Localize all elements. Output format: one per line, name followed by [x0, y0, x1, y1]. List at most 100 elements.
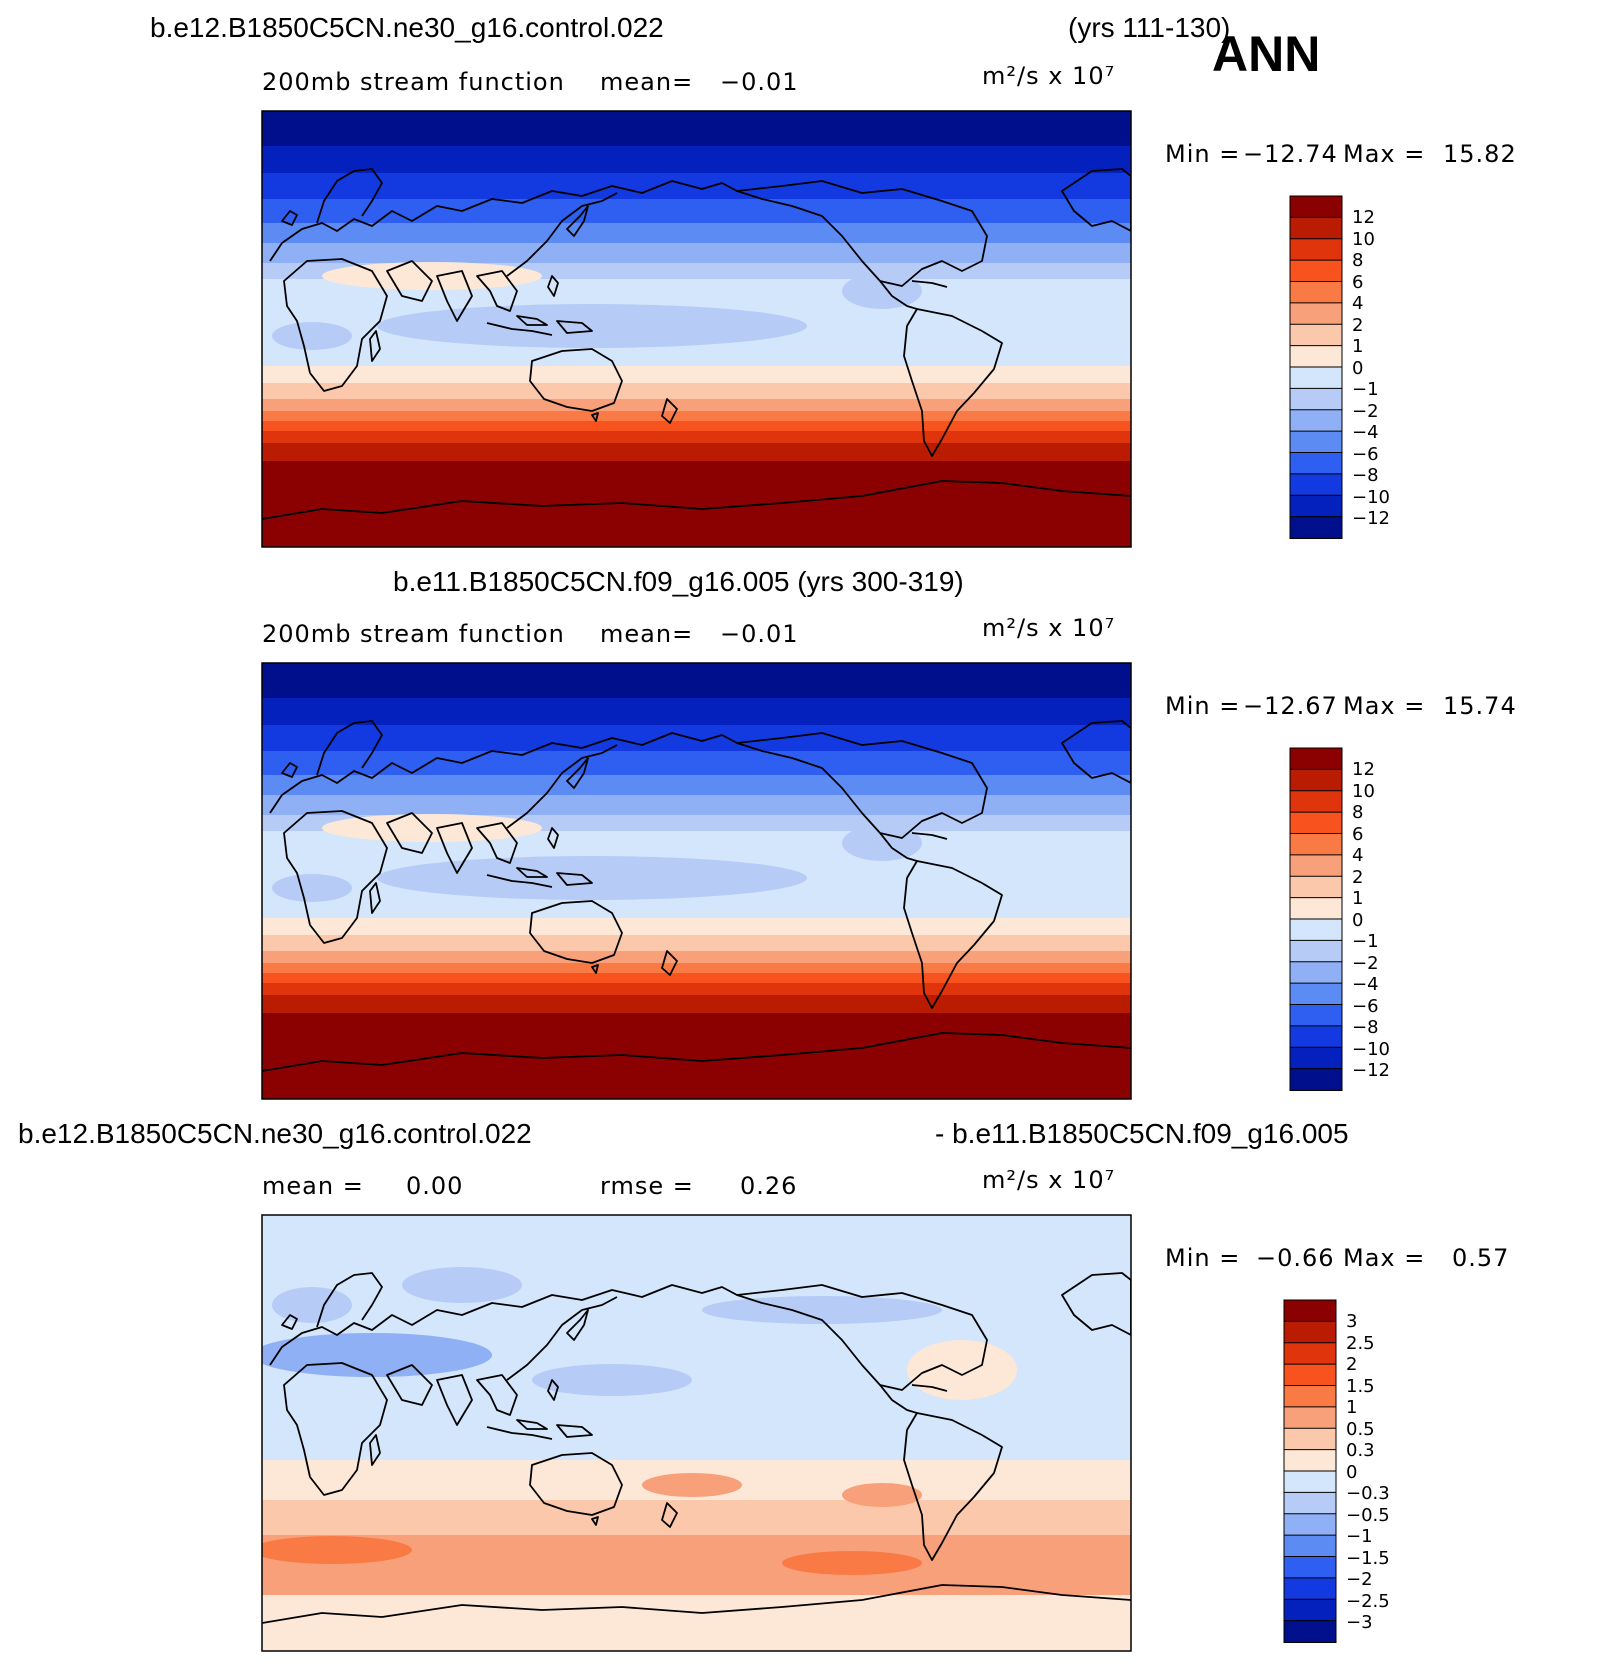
- panel2-frame: [261, 662, 1132, 1100]
- panel1-map: [262, 111, 1131, 547]
- contour-band: [262, 973, 1131, 984]
- contour-band: [262, 223, 1131, 244]
- contour-band: [262, 443, 1131, 462]
- contour-band: [262, 199, 1131, 224]
- contour-blob: [532, 1364, 692, 1396]
- colorbar-swatch: [1283, 1299, 1337, 1323]
- colorbar-tick-label: −0.5: [1346, 1504, 1390, 1526]
- colorbar-tick-label: −6: [1352, 995, 1379, 1017]
- panel2-colorbar-labels: 12 10 8 6 4 2 1 0 −1 −2 −4 −6 −8 −10 −12: [1352, 759, 1390, 1082]
- colorbar-swatch: [1283, 1406, 1337, 1430]
- colorbar-tick-label: −4: [1352, 422, 1379, 444]
- panel3-units: m²/s x 10⁷: [982, 1166, 1116, 1194]
- contour-band: [262, 399, 1131, 412]
- contour-band: [262, 935, 1131, 952]
- colorbar-tick-label: 2: [1346, 1354, 1358, 1376]
- panel3-max-label: Max =: [1343, 1244, 1426, 1272]
- panel2-max-value: 15.74: [1443, 692, 1517, 720]
- colorbar-tick-label: −8: [1352, 465, 1379, 487]
- panel3-min-label: Min =: [1165, 1244, 1241, 1272]
- colorbar-swatch: [1283, 1513, 1337, 1537]
- contour-band: [262, 173, 1131, 200]
- panel1-units: m²/s x 10⁷: [982, 62, 1116, 90]
- panel3-case-name: b.e12.B1850C5CN.ne30_g16.control.022: [18, 1118, 532, 1149]
- colorbar-tick-label: 8: [1352, 250, 1364, 272]
- contour-band: [262, 366, 1131, 384]
- colorbar-swatch: [1289, 216, 1343, 240]
- colorbar-swatch: [1283, 1534, 1337, 1558]
- colorbar-swatch: [1289, 982, 1343, 1006]
- colorbar-swatch: [1289, 790, 1343, 814]
- colorbar-swatch: [1283, 1427, 1337, 1451]
- panel2-mean-label: mean=: [600, 620, 694, 648]
- panel3-rmse-value: 0.26: [740, 1172, 798, 1200]
- contour-band: [262, 951, 1131, 964]
- contour-band: [262, 698, 1131, 726]
- colorbar-swatch: [1289, 854, 1343, 878]
- colorbar-tick-label: 1: [1352, 336, 1364, 358]
- colorbar-swatch: [1289, 875, 1343, 899]
- panel1-case-name: b.e12.B1850C5CN.ne30_g16.control.022: [150, 12, 664, 43]
- contour-blob: [842, 825, 922, 861]
- colorbar-tick-label: 2.5: [1346, 1332, 1375, 1354]
- colorbar-swatch: [1289, 195, 1343, 219]
- panel2-min-value: −12.67: [1243, 692, 1338, 720]
- colorbar-tick-label: −2: [1352, 400, 1379, 422]
- colorbar-tick-label: 8: [1352, 802, 1364, 824]
- colorbar-tick-label: 1: [1346, 1397, 1358, 1419]
- colorbars: [1283, 195, 1343, 1643]
- contour-band: [262, 421, 1131, 432]
- colorbar-swatch: [1289, 473, 1343, 497]
- colorbar-tick-label: −1: [1352, 931, 1379, 953]
- colorbar-tick-label: −1.5: [1346, 1547, 1390, 1569]
- colorbar-tick-label: −4: [1352, 974, 1379, 996]
- colorbar-swatch: [1289, 833, 1343, 856]
- contour-blob: [322, 814, 542, 842]
- panel3-min-value: −0.66: [1256, 1244, 1335, 1272]
- panel2-case-name: b.e11.B1850C5CN.f09_g16.005 (yrs 300-319…: [393, 566, 964, 597]
- contour-blob: [782, 1551, 922, 1575]
- contour-band: [262, 243, 1131, 264]
- contour-band: [262, 1595, 1131, 1651]
- panel1-mean-value: −0.01: [720, 68, 799, 96]
- colorbar-swatch: [1289, 409, 1343, 433]
- contour-blob: [377, 304, 807, 348]
- colorbar-tick-label: 6: [1352, 271, 1364, 293]
- panel3-map: [262, 1215, 1131, 1651]
- colorbar-swatch: [1289, 494, 1343, 518]
- colorbar-tick-label: 10: [1352, 780, 1375, 802]
- panel2-units: m²/s x 10⁷: [982, 614, 1116, 642]
- contour-blob: [262, 1333, 492, 1377]
- panel3-colorbar-labels: 3 2.5 2 1.5 1 0.5 0.3 0 −0.3 −0.5 −1 −1.5 −2 −2.5 −3: [1346, 1311, 1390, 1634]
- colorbar-swatch: [1283, 1363, 1337, 1387]
- colorbar-tick-label: −2: [1346, 1569, 1373, 1591]
- panel1-min-value: −12.74: [1243, 140, 1338, 168]
- contour-band: [262, 725, 1131, 752]
- colorbar-swatch: [1289, 452, 1343, 475]
- colorbar-swatch: [1283, 1385, 1337, 1408]
- contour-blob: [272, 1287, 352, 1323]
- panel2-min-label: Min =: [1165, 692, 1241, 720]
- contour-band: [262, 111, 1131, 147]
- colorbar-swatch: [1289, 768, 1343, 792]
- contour-band: [262, 411, 1131, 422]
- colorbar-swatch: [1283, 1620, 1337, 1643]
- colorbar-swatch: [1289, 345, 1343, 368]
- colorbar-tick-label: −10: [1352, 1038, 1390, 1060]
- panel3-mean-value: 0.00: [406, 1172, 464, 1200]
- colorbar-tick-label: 4: [1352, 845, 1364, 867]
- colorbar-swatch: [1289, 811, 1343, 835]
- colorbar-tick-label: −8: [1352, 1017, 1379, 1039]
- colorbar-tick-label: −2: [1352, 952, 1379, 974]
- colorbar-tick-label: −1: [1352, 379, 1379, 401]
- colorbar-swatch: [1289, 516, 1343, 539]
- colorbar-swatch: [1289, 430, 1343, 454]
- panel1-frame: [261, 110, 1132, 548]
- panel1-max-value: 15.82: [1443, 140, 1517, 168]
- colorbar-tick-label: 2: [1352, 866, 1364, 888]
- colorbar-tick-label: 6: [1352, 823, 1364, 845]
- contour-band: [262, 146, 1131, 174]
- colorbar-swatch: [1289, 387, 1343, 411]
- colorbar-swatch: [1289, 1068, 1343, 1091]
- colorbar-swatch: [1289, 897, 1343, 920]
